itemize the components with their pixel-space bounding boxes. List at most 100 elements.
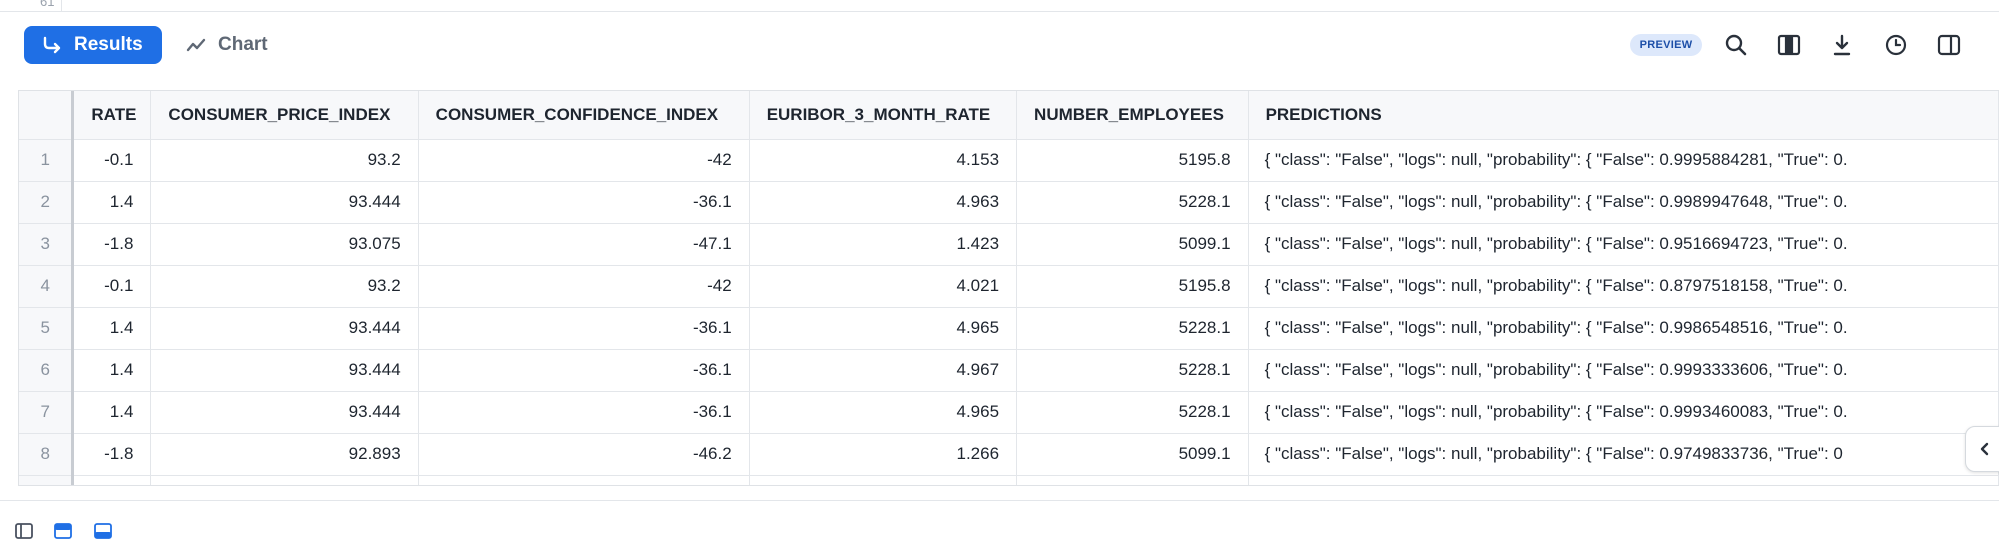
table-cell-rate[interactable]: 1.4 [72, 307, 152, 350]
table-cell-rate[interactable]: -0.1 [72, 265, 152, 308]
editor-line-number: 61 [40, 0, 55, 9]
table-cell-euribor[interactable]: 1.423 [749, 223, 1018, 266]
table-row[interactable]: 5 1.4 93.444 -36.1 4.965 5228.1{ "class": "Fa… [19, 307, 1999, 350]
table-row[interactable]: 4 -0.1 93.2 -42 4.021 5195.8{ "class": "False… [19, 265, 1999, 308]
row-index: 6 [19, 349, 75, 392]
column-header[interactable]: NUMBER_EMPLOYEES [1016, 91, 1249, 140]
table-cell-predictions[interactable]: { "class": "False", "logs": null, "proba… [1248, 433, 1999, 476]
table-cell-employees[interactable]: 5195.8 [1016, 265, 1249, 308]
table-cell-predictions[interactable]: { "class": "False", "logs": null, "proba… [1248, 307, 1999, 350]
table-cell-cci[interactable]: -36.1 [418, 307, 750, 350]
row-index: 1 [19, 139, 75, 182]
results-grid: RATE CONSUMER_PRICE_INDEX CONSUMER_CONFI… [18, 90, 1999, 486]
table-cell-employees[interactable]: 5099.1 [1016, 223, 1249, 266]
chart-tab-button[interactable]: Chart [186, 26, 268, 64]
chevron-left-icon [1980, 442, 1989, 456]
table-cell-employees[interactable]: 5228.1 [1016, 307, 1249, 350]
results-toolbar: Results Chart PREVIEW [0, 12, 1999, 78]
table-cell-predictions[interactable]: { "class": "False", "logs": null, "proba… [1248, 349, 1999, 392]
layout-bottom-button[interactable] [93, 521, 113, 541]
table-cell-euribor[interactable]: 4.963 [749, 181, 1018, 224]
table-cell-predictions[interactable]: { "class": "False", "logs": null, "proba… [1248, 265, 1999, 308]
column-header[interactable]: CONSUMER_CONFIDENCE_INDEX [418, 91, 750, 140]
table-cell-euribor[interactable]: 4.021 [749, 265, 1018, 308]
table-cell-euribor[interactable]: 1.266 [749, 433, 1018, 476]
bottom-panel-layout-icon [94, 523, 112, 539]
column-header[interactable]: CONSUMER_PRICE_INDEX [150, 91, 419, 140]
table-cell-cpi[interactable]: 93.444 [150, 349, 419, 392]
column-header[interactable]: PREDICTIONS [1248, 91, 1999, 140]
layout-sidebar-button[interactable] [14, 521, 34, 541]
table-cell-cpi[interactable]: 93.444 [150, 307, 419, 350]
table-cell-cci[interactable]: -46.2 [418, 433, 750, 476]
table-cell-employees[interactable]: 5099.1 [1016, 433, 1249, 476]
table-cell-empty [72, 475, 152, 485]
table-cell-cpi[interactable]: 93.2 [150, 139, 419, 182]
row-index-header [19, 91, 75, 140]
column-header[interactable]: EURIBOR_3_MONTH_RATE [749, 91, 1018, 140]
layout-bar [0, 500, 1999, 559]
table-cell-rate[interactable]: 1.4 [72, 349, 152, 392]
table-cell-cci[interactable]: -36.1 [418, 181, 750, 224]
table-cell-cpi[interactable]: 93.075 [150, 223, 419, 266]
results-tab-button[interactable]: Results [24, 26, 162, 64]
table-cell-predictions[interactable]: { "class": "False", "logs": null, "proba… [1248, 181, 1999, 224]
table-row[interactable]: 3 -1.8 93.075 -47.1 1.423 5099.1{ "class": "F… [19, 223, 1999, 266]
table-cell-euribor[interactable]: 4.153 [749, 139, 1018, 182]
history-button[interactable] [1881, 30, 1911, 60]
table-cell-cpi[interactable]: 93.444 [150, 181, 419, 224]
table-cell-rate[interactable]: 1.4 [72, 181, 152, 224]
panel-toggle-button[interactable] [1934, 30, 1964, 60]
table-cell-cci[interactable]: -42 [418, 139, 750, 182]
table-cell-rate[interactable]: -0.1 [72, 139, 152, 182]
table-cell-rate[interactable]: -1.8 [72, 433, 152, 476]
table-cell-cpi[interactable]: 93.444 [150, 391, 419, 434]
arrow-return-icon [43, 36, 61, 54]
table-cell-employees[interactable]: 5228.1 [1016, 349, 1249, 392]
table-cell-euribor[interactable]: 4.967 [749, 349, 1018, 392]
table-cell-employees[interactable]: 5195.8 [1016, 139, 1249, 182]
table-cell-cpi[interactable]: 92.893 [150, 433, 419, 476]
table-cell-employees[interactable]: 5228.1 [1016, 181, 1249, 224]
sidebar-layout-icon [15, 523, 33, 539]
layout-top-button[interactable] [53, 521, 73, 541]
table-row-partial [19, 475, 1999, 485]
table-cell-rate[interactable]: -1.8 [72, 223, 152, 266]
columns-icon [1777, 34, 1801, 56]
columns-button[interactable] [1774, 30, 1804, 60]
table-cell-euribor[interactable]: 4.965 [749, 391, 1018, 434]
table-cell-empty [19, 475, 75, 485]
table-cell-cci[interactable]: -47.1 [418, 223, 750, 266]
table-cell-euribor[interactable]: 4.965 [749, 307, 1018, 350]
table-cell-empty [1248, 475, 1999, 485]
row-index: 3 [19, 223, 75, 266]
row-index: 2 [19, 181, 75, 224]
table-cell-predictions[interactable]: { "class": "False", "logs": null, "proba… [1248, 391, 1999, 434]
table-cell-cci[interactable]: -36.1 [418, 349, 750, 392]
download-icon [1833, 34, 1851, 56]
chart-tab-label: Chart [218, 34, 268, 55]
table-cell-cci[interactable]: -42 [418, 265, 750, 308]
row-index: 8 [19, 433, 75, 476]
column-header[interactable]: RATE [72, 91, 152, 140]
editor-strip: 61 [0, 0, 1999, 12]
table-cell-cci[interactable]: -36.1 [418, 391, 750, 434]
table-cell-rate[interactable]: 1.4 [72, 391, 152, 434]
results-table: RATE CONSUMER_PRICE_INDEX CONSUMER_CONFI… [19, 91, 1999, 485]
search-icon [1725, 34, 1747, 56]
table-cell-employees[interactable]: 5228.1 [1016, 391, 1249, 434]
table-cell-predictions[interactable]: { "class": "False", "logs": null, "proba… [1248, 139, 1999, 182]
history-icon [1885, 34, 1907, 56]
table-row[interactable]: 1 -0.1 93.2 -42 4.153 5195.8{ "class": "False… [19, 139, 1999, 182]
table-cell-empty [418, 475, 750, 485]
table-cell-cpi[interactable]: 93.2 [150, 265, 419, 308]
collapse-panel-button[interactable] [1965, 426, 1999, 472]
search-button[interactable] [1721, 30, 1751, 60]
table-row[interactable]: 6 1.4 93.444 -36.1 4.967 5228.1{ "class": "Fa… [19, 349, 1999, 392]
download-button[interactable] [1827, 30, 1857, 60]
table-row[interactable]: 2 1.4 93.444 -36.1 4.963 5228.1{ "class": "Fa… [19, 181, 1999, 224]
table-row[interactable]: 7 1.4 93.444 -36.1 4.965 5228.1{ "class": "Fa… [19, 391, 1999, 434]
table-row[interactable]: 8 -1.8 92.893 -46.2 1.266 5099.1{ "class": "F… [19, 433, 1999, 476]
table-cell-predictions[interactable]: { "class": "False", "logs": null, "proba… [1248, 223, 1999, 266]
top-panel-layout-icon [54, 523, 72, 539]
